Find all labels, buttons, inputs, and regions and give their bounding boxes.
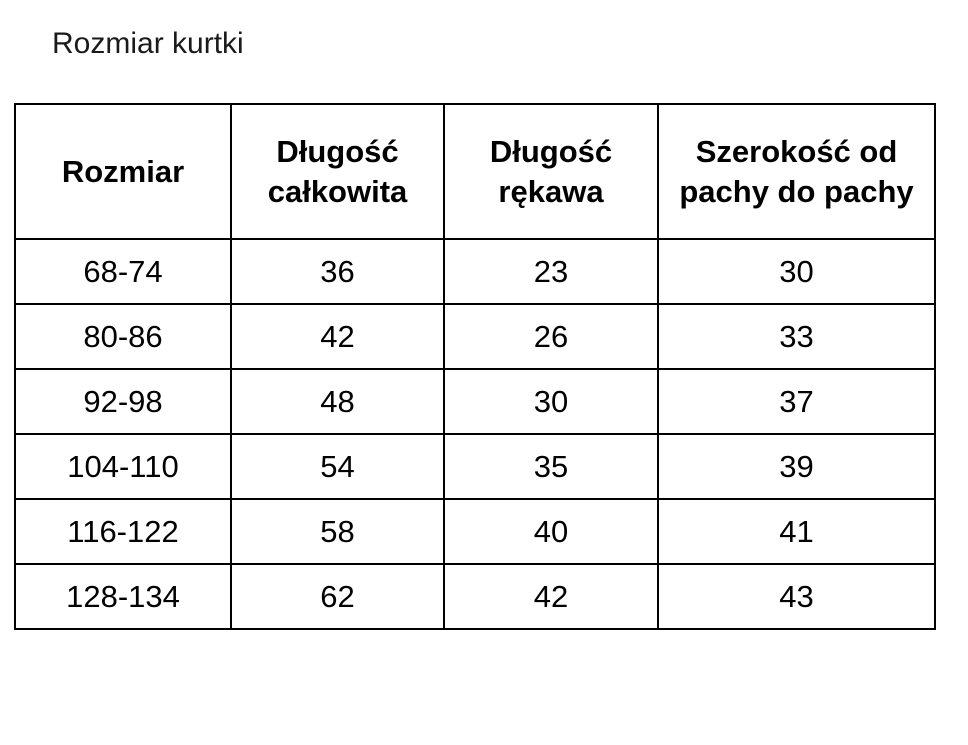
table-row: 92-98 48 30 37 (14, 368, 936, 435)
header-cell-rozmiar: Rozmiar (14, 103, 232, 240)
cell-total-length: 62 (230, 563, 445, 630)
cell-size: 80-86 (14, 303, 232, 370)
cell-total-length: 58 (230, 498, 445, 565)
table-row: 128-134 62 42 43 (14, 563, 936, 630)
cell-total-length: 36 (230, 238, 445, 305)
cell-width: 30 (657, 238, 936, 305)
cell-size: 128-134 (14, 563, 232, 630)
size-table: Rozmiar Długość całkowita Długość rękawa… (14, 103, 936, 630)
cell-total-length: 42 (230, 303, 445, 370)
cell-sleeve-length: 26 (443, 303, 659, 370)
page-title: Rozmiar kurtki (52, 27, 244, 60)
table-row: 68-74 36 23 30 (14, 238, 936, 305)
cell-width: 33 (657, 303, 936, 370)
table-row: 80-86 42 26 33 (14, 303, 936, 370)
cell-total-length: 54 (230, 433, 445, 500)
cell-width: 39 (657, 433, 936, 500)
cell-width: 41 (657, 498, 936, 565)
cell-width: 43 (657, 563, 936, 630)
header-cell-dlugosc-rekawa: Długość rękawa (443, 103, 659, 240)
cell-size: 92-98 (14, 368, 232, 435)
table-row: 116-122 58 40 41 (14, 498, 936, 565)
header-cell-dlugosc-calkowita: Długość całkowita (230, 103, 445, 240)
cell-size: 104-110 (14, 433, 232, 500)
cell-sleeve-length: 23 (443, 238, 659, 305)
table-row: 104-110 54 35 39 (14, 433, 936, 500)
cell-total-length: 48 (230, 368, 445, 435)
cell-sleeve-length: 40 (443, 498, 659, 565)
cell-sleeve-length: 42 (443, 563, 659, 630)
table-header-row: Rozmiar Długość całkowita Długość rękawa… (14, 103, 936, 240)
cell-size: 116-122 (14, 498, 232, 565)
cell-width: 37 (657, 368, 936, 435)
cell-size: 68-74 (14, 238, 232, 305)
cell-sleeve-length: 30 (443, 368, 659, 435)
header-cell-szerokosc: Szerokość od pachy do pachy (657, 103, 936, 240)
cell-sleeve-length: 35 (443, 433, 659, 500)
